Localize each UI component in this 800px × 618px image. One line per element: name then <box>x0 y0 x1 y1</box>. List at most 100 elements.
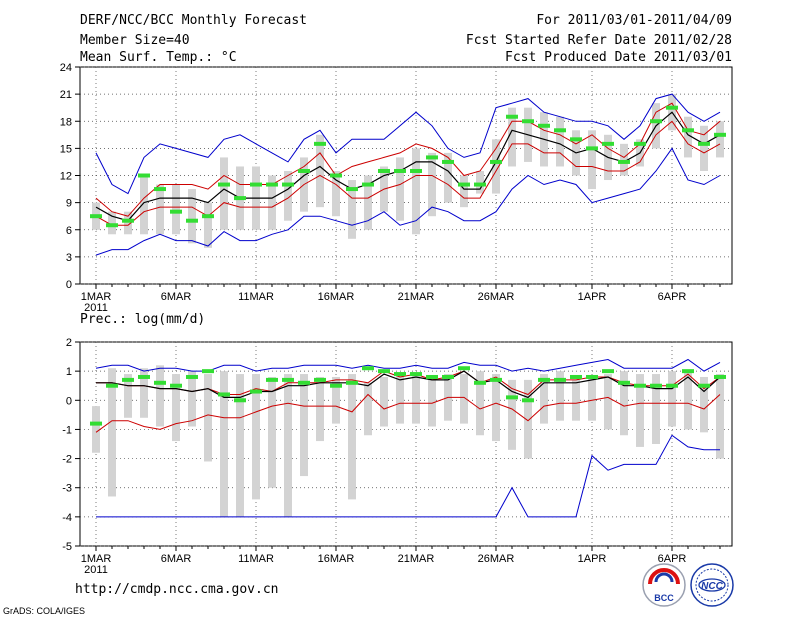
member-range-box <box>412 374 420 424</box>
x-tick-label: 21MAR <box>398 553 435 565</box>
member-range-box <box>428 376 436 427</box>
plot-frame <box>79 66 733 285</box>
member-range-box <box>156 365 164 427</box>
member-range-box <box>380 376 388 427</box>
member-range-box <box>124 374 132 418</box>
x-tick-label: 26MAR <box>478 291 515 303</box>
member-range-box <box>620 371 628 436</box>
header-member-size: Member Size=40 <box>80 33 190 48</box>
member-range-box <box>220 157 228 230</box>
x-tick-label: 1APR <box>578 553 607 565</box>
x-tick-label: 1APR <box>578 291 607 303</box>
x-tick-label: 16MAR <box>318 553 355 565</box>
member-range-box <box>652 374 660 444</box>
member-range-box <box>476 371 484 436</box>
x-tick-label: 11MAR <box>238 291 274 303</box>
member-range-box <box>412 148 420 235</box>
member-range-box <box>172 184 180 235</box>
member-range-box <box>332 376 340 424</box>
ncc-logo: NCC <box>690 563 734 607</box>
ensemble-mean-line <box>95 111 721 222</box>
member-range-box <box>556 116 564 167</box>
y-tick-label: 2 <box>66 337 72 349</box>
mean-plus-spread-line <box>95 102 721 217</box>
member-range-box <box>716 121 724 158</box>
mean-minus-spread-line <box>95 393 721 433</box>
member-range-box <box>572 379 580 421</box>
member-range-box <box>492 139 500 194</box>
member-range-box <box>284 374 292 517</box>
footer-credit: GrADS: COLA/IGES <box>3 606 85 616</box>
y-tick-label: -3 <box>62 483 72 495</box>
member-range-box <box>108 211 116 235</box>
member-range-box <box>428 152 436 217</box>
member-range-box <box>364 382 372 436</box>
member-range-box <box>668 371 676 427</box>
member-range-box <box>140 175 148 235</box>
panel2-title: Prec.: log(mm/d) <box>80 312 205 327</box>
member-range-box <box>268 175 276 230</box>
header-start-date: Fcst Started Refer Date 2011/02/28 <box>466 33 732 48</box>
member-range-box <box>220 371 228 517</box>
header-produced-date: Fcst Produced Date 2011/03/01 <box>505 50 732 65</box>
member-range-box <box>140 368 148 418</box>
member-range-box <box>684 116 692 158</box>
header-title: DERF/NCC/BCC Monthly Forecast <box>80 13 307 28</box>
x-tick-sublabel: 2011 <box>84 302 108 314</box>
x-tick-label: 6APR <box>658 553 687 565</box>
member-range-box <box>524 379 532 459</box>
x-tick-label: 1MAR <box>81 291 112 303</box>
member-range-box <box>300 374 308 477</box>
x-tick-sublabel: 2011 <box>84 564 108 576</box>
member-range-box <box>108 368 116 497</box>
y-tick-label: -1 <box>62 424 72 436</box>
x-tick-label: 6MAR <box>161 291 192 303</box>
member-range-box <box>252 374 260 500</box>
y-tick-label: 18 <box>60 116 72 128</box>
member-range-box <box>124 211 132 235</box>
mean-minus-spread-line <box>95 120 721 226</box>
member-range-box <box>700 376 708 433</box>
x-tick-label: 6APR <box>658 291 687 303</box>
member-range-box <box>188 189 196 244</box>
member-range-box <box>156 184 164 235</box>
y-tick-label: 24 <box>60 62 72 74</box>
member-range-box <box>540 374 548 424</box>
ensemble-max-line <box>95 358 721 372</box>
member-range-box <box>492 374 500 442</box>
footer-url: http://cmdp.ncc.cma.gov.cn <box>75 582 279 597</box>
y-tick-label: 0 <box>66 279 72 291</box>
member-range-box <box>396 157 404 221</box>
y-tick-label: -2 <box>62 454 72 466</box>
y-tick-label: -5 <box>62 541 72 553</box>
member-range-box <box>684 371 692 430</box>
member-range-box <box>236 374 244 517</box>
member-range-box <box>460 374 468 424</box>
member-range-box <box>700 125 708 171</box>
x-tick-label: 16MAR <box>318 291 355 303</box>
svg-text:BCC: BCC <box>654 593 674 603</box>
member-range-box <box>636 374 644 447</box>
y-tick-label: 1 <box>66 366 72 378</box>
member-range-box <box>460 175 468 208</box>
y-tick-label: 0 <box>66 395 72 407</box>
member-range-box <box>92 406 100 453</box>
member-range-box <box>188 371 196 427</box>
member-range-box <box>348 374 356 500</box>
bcc-logo: BCC <box>642 563 686 607</box>
member-range-box <box>476 170 484 194</box>
x-tick-label: 1MAR <box>81 553 112 565</box>
y-tick-label: 9 <box>66 198 72 210</box>
member-range-box <box>172 374 180 442</box>
member-range-box <box>444 152 452 203</box>
member-range-box <box>556 371 564 421</box>
ensemble-max-line <box>95 93 721 195</box>
member-range-box <box>588 376 596 421</box>
y-tick-label: -4 <box>62 512 72 524</box>
x-tick-label: 21MAR <box>398 291 435 303</box>
y-tick-label: 6 <box>66 225 72 237</box>
ensemble-min-line <box>96 434 720 518</box>
